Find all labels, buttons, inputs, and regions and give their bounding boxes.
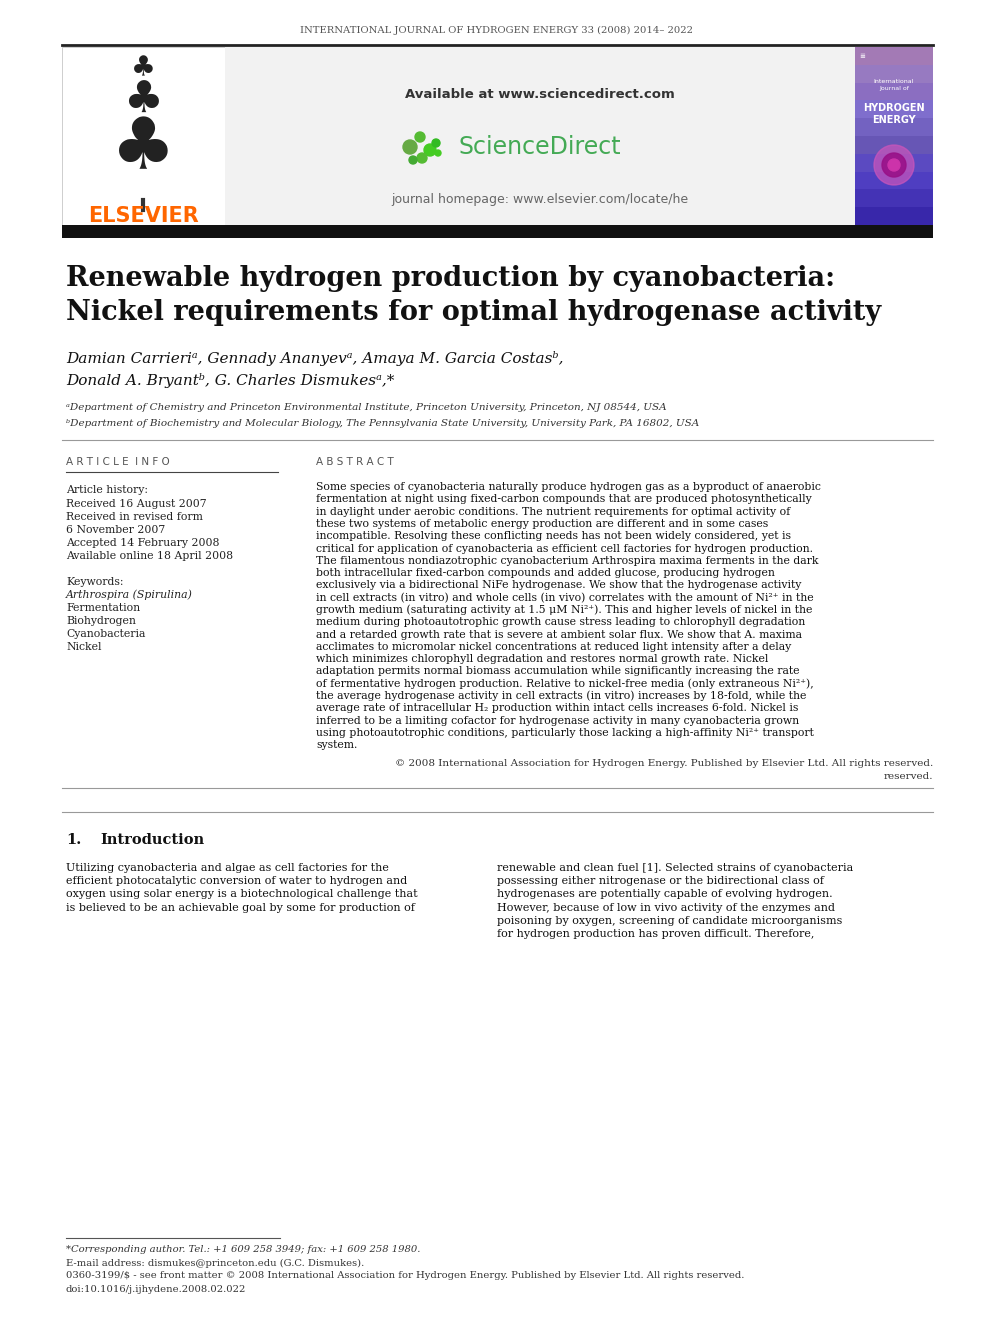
Text: E-mail address: dismukes@princeton.edu (G.C. Dismukes).: E-mail address: dismukes@princeton.edu (…: [66, 1258, 364, 1267]
Circle shape: [874, 146, 914, 185]
Bar: [855, 208, 933, 225]
Text: *Corresponding author. Tel.: +1 609 258 3949; fax: +1 609 258 1980.: *Corresponding author. Tel.: +1 609 258 …: [66, 1245, 421, 1254]
Text: International
Journal of: International Journal of: [874, 79, 915, 91]
Text: A B S T R A C T: A B S T R A C T: [316, 456, 394, 467]
Text: incompatible. Resolving these conflicting needs has not been widely considered, : incompatible. Resolving these conflictin…: [316, 532, 791, 541]
Bar: [855, 101, 933, 118]
Text: 6 November 2007: 6 November 2007: [66, 525, 166, 534]
Bar: [855, 136, 933, 153]
Text: Nickel: Nickel: [66, 642, 101, 652]
Text: Renewable hydrogen production by cyanobacteria:: Renewable hydrogen production by cyanoba…: [66, 265, 835, 291]
Text: Donald A. Bryantᵇ, G. Charles Dismukesᵃ,*: Donald A. Bryantᵇ, G. Charles Dismukesᵃ,…: [66, 373, 395, 388]
Text: 0360-3199/$ - see front matter © 2008 International Association for Hydrogen Ene: 0360-3199/$ - see front matter © 2008 In…: [66, 1271, 744, 1281]
Text: Utilizing cyanobacteria and algae as cell factories for the: Utilizing cyanobacteria and algae as cel…: [66, 863, 389, 873]
Bar: [225, 48, 855, 225]
Text: Available at www.sciencedirect.com: Available at www.sciencedirect.com: [405, 89, 675, 102]
Text: ScienceDirect: ScienceDirect: [458, 135, 621, 159]
Text: ≣: ≣: [859, 53, 865, 60]
Text: inferred to be a limiting cofactor for hydrogenase activity in many cyanobacteri: inferred to be a limiting cofactor for h…: [316, 716, 800, 726]
Text: average rate of intracellular H₂ production within intact cells increases 6-fold: average rate of intracellular H₂ product…: [316, 704, 799, 713]
Circle shape: [403, 140, 417, 153]
Text: ENERGY: ENERGY: [872, 115, 916, 124]
Text: system.: system.: [316, 741, 357, 750]
Text: in cell extracts (in vitro) and whole cells (in vivo) correlates with the amount: in cell extracts (in vitro) and whole ce…: [316, 593, 813, 603]
Circle shape: [888, 159, 900, 171]
Text: A R T I C L E  I N F O: A R T I C L E I N F O: [66, 456, 170, 467]
Text: Damian Carrieriᵃ, Gennady Ananyevᵃ, Amaya M. Garcia Costasᵇ,: Damian Carrieriᵃ, Gennady Ananyevᵃ, Amay…: [66, 351, 563, 365]
Text: the average hydrogenase activity in cell extracts (in vitro) increases by 18-fol: the average hydrogenase activity in cell…: [316, 691, 806, 701]
Text: efficient photocatalytic conversion of water to hydrogen and: efficient photocatalytic conversion of w…: [66, 876, 408, 886]
Text: possessing either nitrogenase or the bidirectional class of: possessing either nitrogenase or the bid…: [497, 876, 824, 886]
Bar: [855, 153, 933, 172]
Circle shape: [409, 156, 417, 164]
Text: acclimates to micromolar nickel concentrations at reduced light intensity after : acclimates to micromolar nickel concentr…: [316, 642, 792, 652]
Text: ♣: ♣: [123, 78, 163, 122]
Text: Biohydrogen: Biohydrogen: [66, 617, 136, 626]
Text: critical for application of cyanobacteria as efficient cell factories for hydrog: critical for application of cyanobacteri…: [316, 544, 813, 553]
Text: Received in revised form: Received in revised form: [66, 512, 203, 523]
Text: ᵇDepartment of Biochemistry and Molecular Biology, The Pennsylvania State Univer: ᵇDepartment of Biochemistry and Molecula…: [66, 419, 699, 429]
Text: HYDROGEN: HYDROGEN: [863, 103, 925, 112]
Text: oxygen using solar energy is a biotechnological challenge that: oxygen using solar energy is a biotechno…: [66, 889, 418, 900]
Text: which minimizes chlorophyll degradation and restores normal growth rate. Nickel: which minimizes chlorophyll degradation …: [316, 654, 769, 664]
Text: using photoautotrophic conditions, particularly those lacking a high-affinity Ni: using photoautotrophic conditions, parti…: [316, 728, 813, 738]
Text: these two systems of metabolic energy production are different and in some cases: these two systems of metabolic energy pr…: [316, 519, 768, 529]
Circle shape: [415, 132, 425, 142]
Text: exclusively via a bidirectional NiFe hydrogenase. We show that the hydrogenase a: exclusively via a bidirectional NiFe hyd…: [316, 581, 802, 590]
Text: is believed to be an achievable goal by some for production of: is believed to be an achievable goal by …: [66, 902, 415, 913]
Text: in daylight under aerobic conditions. The nutrient requirements for optimal acti: in daylight under aerobic conditions. Th…: [316, 507, 791, 516]
Bar: [855, 48, 933, 65]
Bar: [855, 189, 933, 208]
Text: Available online 18 April 2008: Available online 18 April 2008: [66, 550, 233, 561]
Text: poisoning by oxygen, screening of candidate microorganisms: poisoning by oxygen, screening of candid…: [497, 916, 842, 926]
Circle shape: [424, 144, 436, 156]
Text: ♣: ♣: [111, 115, 176, 184]
Text: both intracellular fixed-carbon compounds and added glucose, producing hydrogen: both intracellular fixed-carbon compound…: [316, 568, 775, 578]
Text: Accepted 14 February 2008: Accepted 14 February 2008: [66, 538, 219, 548]
Text: ᵃDepartment of Chemistry and Princeton Environmental Institute, Princeton Univer: ᵃDepartment of Chemistry and Princeton E…: [66, 404, 667, 413]
Text: for hydrogen production has proven difficult. Therefore,: for hydrogen production has proven diffi…: [497, 929, 814, 939]
Text: © 2008 International Association for Hydrogen Energy. Published by Elsevier Ltd.: © 2008 International Association for Hyd…: [395, 759, 933, 769]
Text: Article history:: Article history:: [66, 486, 148, 495]
Bar: [855, 118, 933, 136]
Text: renewable and clean fuel [1]. Selected strains of cyanobacteria: renewable and clean fuel [1]. Selected s…: [497, 863, 853, 873]
Text: adaptation permits normal biomass accumulation while significantly increasing th: adaptation permits normal biomass accumu…: [316, 667, 800, 676]
Text: Nickel requirements for optimal hydrogenase activity: Nickel requirements for optimal hydrogen…: [66, 299, 881, 327]
Text: reserved.: reserved.: [884, 773, 933, 781]
Text: Keywords:: Keywords:: [66, 577, 123, 587]
Text: Arthrospira (Spirulina): Arthrospira (Spirulina): [66, 590, 192, 601]
Text: However, because of low in vivo activity of the enzymes and: However, because of low in vivo activity…: [497, 902, 835, 913]
Circle shape: [435, 149, 441, 156]
Text: of fermentative hydrogen production. Relative to nickel-free media (only extrane: of fermentative hydrogen production. Rel…: [316, 679, 813, 689]
Text: hydrogenases are potentially capable of evolving hydrogen.: hydrogenases are potentially capable of …: [497, 889, 832, 900]
Text: Introduction: Introduction: [100, 833, 204, 847]
Circle shape: [432, 139, 440, 147]
Text: journal homepage: www.elsevier.com/locate/he: journal homepage: www.elsevier.com/locat…: [392, 193, 688, 206]
Text: ♣: ♣: [131, 54, 156, 82]
Bar: [855, 48, 933, 225]
Text: doi:10.1016/j.ijhydene.2008.02.022: doi:10.1016/j.ijhydene.2008.02.022: [66, 1285, 246, 1294]
Text: ELSEVIER: ELSEVIER: [87, 206, 198, 226]
Text: Fermentation: Fermentation: [66, 603, 140, 613]
Text: 1.: 1.: [66, 833, 81, 847]
Bar: [855, 82, 933, 101]
Text: Cyanobacteria: Cyanobacteria: [66, 628, 146, 639]
Text: Received 16 August 2007: Received 16 August 2007: [66, 499, 206, 509]
Circle shape: [417, 153, 427, 163]
Text: The filamentous nondiazotrophic cyanobacterium Arthrospira maxima ferments in th: The filamentous nondiazotrophic cyanobac…: [316, 556, 818, 566]
Text: Some species of cyanobacteria naturally produce hydrogen gas as a byproduct of a: Some species of cyanobacteria naturally …: [316, 482, 820, 492]
Text: INTERNATIONAL JOURNAL OF HYDROGEN ENERGY 33 (2008) 2014– 2022: INTERNATIONAL JOURNAL OF HYDROGEN ENERGY…: [300, 25, 692, 34]
Text: growth medium (saturating activity at 1.5 μM Ni²⁺). This and higher levels of ni: growth medium (saturating activity at 1.…: [316, 605, 812, 615]
Text: and a retarded growth rate that is severe at ambient solar flux. We show that A.: and a retarded growth rate that is sever…: [316, 630, 802, 639]
Circle shape: [882, 153, 906, 177]
Bar: [855, 172, 933, 189]
Text: medium during photoautotrophic growth cause stress leading to chlorophyll degrad: medium during photoautotrophic growth ca…: [316, 618, 806, 627]
Bar: [855, 65, 933, 82]
Text: fermentation at night using fixed-carbon compounds that are produced photosynthe: fermentation at night using fixed-carbon…: [316, 495, 811, 504]
Bar: [62, 48, 225, 225]
Bar: [62, 225, 933, 238]
